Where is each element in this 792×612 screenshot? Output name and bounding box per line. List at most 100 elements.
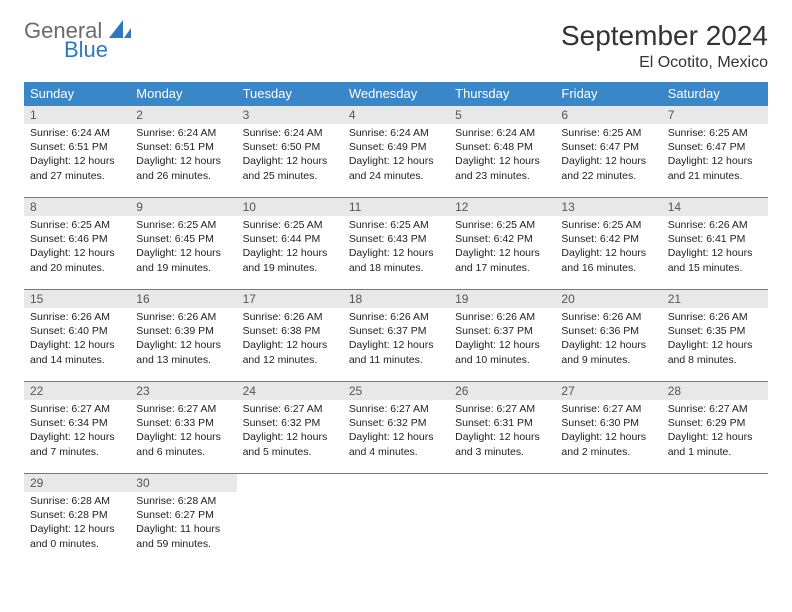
day-data: Sunrise: 6:26 AMSunset: 6:38 PMDaylight:… — [237, 308, 343, 371]
sunrise-text: Sunrise: 6:26 AM — [243, 310, 337, 324]
sunset-text: Sunset: 6:31 PM — [455, 416, 549, 430]
day-data: Sunrise: 6:26 AMSunset: 6:37 PMDaylight:… — [449, 308, 555, 371]
calendar-cell: 29Sunrise: 6:28 AMSunset: 6:28 PMDayligh… — [24, 474, 130, 566]
day-data: Sunrise: 6:28 AMSunset: 6:28 PMDaylight:… — [24, 492, 130, 555]
calendar-row: 22Sunrise: 6:27 AMSunset: 6:34 PMDayligh… — [24, 382, 768, 474]
daylight-text: Daylight: 12 hours and 7 minutes. — [30, 430, 124, 458]
day-data: Sunrise: 6:28 AMSunset: 6:27 PMDaylight:… — [130, 492, 236, 555]
weekday-monday: Monday — [130, 82, 236, 106]
calendar-cell-empty — [449, 474, 555, 566]
calendar-cell: 19Sunrise: 6:26 AMSunset: 6:37 PMDayligh… — [449, 290, 555, 382]
daylight-text: Daylight: 12 hours and 27 minutes. — [30, 154, 124, 182]
day-number: 24 — [237, 382, 343, 400]
day-number: 30 — [130, 474, 236, 492]
day-data: Sunrise: 6:24 AMSunset: 6:49 PMDaylight:… — [343, 124, 449, 187]
day-number: 23 — [130, 382, 236, 400]
sunrise-text: Sunrise: 6:24 AM — [349, 126, 443, 140]
day-data: Sunrise: 6:25 AMSunset: 6:42 PMDaylight:… — [449, 216, 555, 279]
calendar-cell: 2Sunrise: 6:24 AMSunset: 6:51 PMDaylight… — [130, 106, 236, 198]
daylight-text: Daylight: 12 hours and 12 minutes. — [243, 338, 337, 366]
daylight-text: Daylight: 12 hours and 17 minutes. — [455, 246, 549, 274]
calendar-cell: 5Sunrise: 6:24 AMSunset: 6:48 PMDaylight… — [449, 106, 555, 198]
sunrise-text: Sunrise: 6:25 AM — [561, 126, 655, 140]
sunset-text: Sunset: 6:50 PM — [243, 140, 337, 154]
day-data: Sunrise: 6:24 AMSunset: 6:48 PMDaylight:… — [449, 124, 555, 187]
day-number: 13 — [555, 198, 661, 216]
daylight-text: Daylight: 12 hours and 16 minutes. — [561, 246, 655, 274]
sunset-text: Sunset: 6:30 PM — [561, 416, 655, 430]
day-number: 27 — [555, 382, 661, 400]
logo-sail-icon — [109, 20, 131, 43]
sunset-text: Sunset: 6:44 PM — [243, 232, 337, 246]
calendar-cell: 9Sunrise: 6:25 AMSunset: 6:45 PMDaylight… — [130, 198, 236, 290]
sunset-text: Sunset: 6:32 PM — [349, 416, 443, 430]
sunset-text: Sunset: 6:36 PM — [561, 324, 655, 338]
calendar-cell: 21Sunrise: 6:26 AMSunset: 6:35 PMDayligh… — [662, 290, 768, 382]
sunrise-text: Sunrise: 6:25 AM — [243, 218, 337, 232]
calendar-cell: 11Sunrise: 6:25 AMSunset: 6:43 PMDayligh… — [343, 198, 449, 290]
location-text: El Ocotito, Mexico — [561, 54, 768, 72]
day-data: Sunrise: 6:27 AMSunset: 6:30 PMDaylight:… — [555, 400, 661, 463]
day-number: 8 — [24, 198, 130, 216]
calendar-row: 8Sunrise: 6:25 AMSunset: 6:46 PMDaylight… — [24, 198, 768, 290]
weekday-saturday: Saturday — [662, 82, 768, 106]
day-data: Sunrise: 6:26 AMSunset: 6:35 PMDaylight:… — [662, 308, 768, 371]
day-data: Sunrise: 6:25 AMSunset: 6:47 PMDaylight:… — [555, 124, 661, 187]
sunset-text: Sunset: 6:40 PM — [30, 324, 124, 338]
sunrise-text: Sunrise: 6:26 AM — [30, 310, 124, 324]
daylight-text: Daylight: 12 hours and 2 minutes. — [561, 430, 655, 458]
sunset-text: Sunset: 6:45 PM — [136, 232, 230, 246]
calendar-cell: 10Sunrise: 6:25 AMSunset: 6:44 PMDayligh… — [237, 198, 343, 290]
sunrise-text: Sunrise: 6:24 AM — [243, 126, 337, 140]
weekday-friday: Friday — [555, 82, 661, 106]
day-number: 19 — [449, 290, 555, 308]
daylight-text: Daylight: 12 hours and 18 minutes. — [349, 246, 443, 274]
sunset-text: Sunset: 6:33 PM — [136, 416, 230, 430]
daylight-text: Daylight: 12 hours and 0 minutes. — [30, 522, 124, 550]
sunset-text: Sunset: 6:37 PM — [349, 324, 443, 338]
calendar-cell: 20Sunrise: 6:26 AMSunset: 6:36 PMDayligh… — [555, 290, 661, 382]
calendar-table: Sunday Monday Tuesday Wednesday Thursday… — [24, 82, 768, 566]
sunrise-text: Sunrise: 6:25 AM — [668, 126, 762, 140]
day-number: 20 — [555, 290, 661, 308]
day-data: Sunrise: 6:25 AMSunset: 6:42 PMDaylight:… — [555, 216, 661, 279]
calendar-cell-empty — [662, 474, 768, 566]
calendar-cell: 8Sunrise: 6:25 AMSunset: 6:46 PMDaylight… — [24, 198, 130, 290]
sunrise-text: Sunrise: 6:27 AM — [30, 402, 124, 416]
daylight-text: Daylight: 12 hours and 21 minutes. — [668, 154, 762, 182]
sunrise-text: Sunrise: 6:27 AM — [243, 402, 337, 416]
sunrise-text: Sunrise: 6:25 AM — [30, 218, 124, 232]
day-data: Sunrise: 6:27 AMSunset: 6:31 PMDaylight:… — [449, 400, 555, 463]
day-number: 22 — [24, 382, 130, 400]
sunset-text: Sunset: 6:41 PM — [668, 232, 762, 246]
day-number: 26 — [449, 382, 555, 400]
daylight-text: Daylight: 12 hours and 14 minutes. — [30, 338, 124, 366]
day-data: Sunrise: 6:27 AMSunset: 6:32 PMDaylight:… — [237, 400, 343, 463]
sunset-text: Sunset: 6:29 PM — [668, 416, 762, 430]
weekday-header-row: Sunday Monday Tuesday Wednesday Thursday… — [24, 82, 768, 106]
calendar-cell: 12Sunrise: 6:25 AMSunset: 6:42 PMDayligh… — [449, 198, 555, 290]
day-data: Sunrise: 6:25 AMSunset: 6:44 PMDaylight:… — [237, 216, 343, 279]
daylight-text: Daylight: 12 hours and 5 minutes. — [243, 430, 337, 458]
day-number: 11 — [343, 198, 449, 216]
day-number: 10 — [237, 198, 343, 216]
daylight-text: Daylight: 12 hours and 10 minutes. — [455, 338, 549, 366]
sunrise-text: Sunrise: 6:24 AM — [136, 126, 230, 140]
day-number: 17 — [237, 290, 343, 308]
daylight-text: Daylight: 12 hours and 19 minutes. — [243, 246, 337, 274]
daylight-text: Daylight: 12 hours and 13 minutes. — [136, 338, 230, 366]
sunset-text: Sunset: 6:28 PM — [30, 508, 124, 522]
sunset-text: Sunset: 6:42 PM — [561, 232, 655, 246]
daylight-text: Daylight: 11 hours and 59 minutes. — [136, 522, 230, 550]
day-number: 9 — [130, 198, 236, 216]
calendar-row: 15Sunrise: 6:26 AMSunset: 6:40 PMDayligh… — [24, 290, 768, 382]
day-number: 18 — [343, 290, 449, 308]
sunset-text: Sunset: 6:38 PM — [243, 324, 337, 338]
calendar-cell: 27Sunrise: 6:27 AMSunset: 6:30 PMDayligh… — [555, 382, 661, 474]
calendar-cell: 13Sunrise: 6:25 AMSunset: 6:42 PMDayligh… — [555, 198, 661, 290]
sunset-text: Sunset: 6:47 PM — [561, 140, 655, 154]
calendar-cell: 6Sunrise: 6:25 AMSunset: 6:47 PMDaylight… — [555, 106, 661, 198]
daylight-text: Daylight: 12 hours and 9 minutes. — [561, 338, 655, 366]
sunset-text: Sunset: 6:34 PM — [30, 416, 124, 430]
sunrise-text: Sunrise: 6:26 AM — [668, 310, 762, 324]
